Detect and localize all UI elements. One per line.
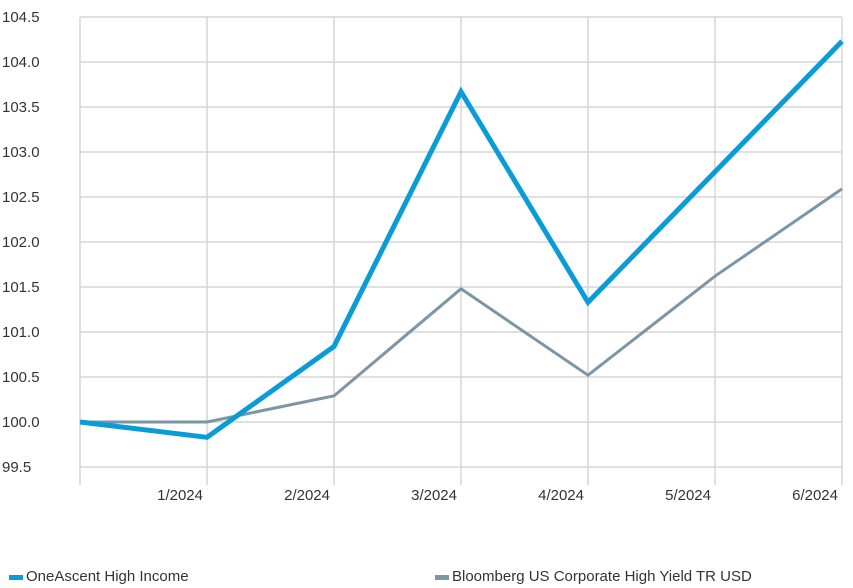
legend-label-bloomberg: Bloomberg US Corporate High Yield TR USD	[452, 568, 752, 585]
series-lines	[79, 39, 844, 440]
y-tick-label: 103.0	[2, 144, 40, 161]
y-axis: 99.5 100.0 100.5 101.0 101.5 102.0 102.5 103.0 1…	[2, 9, 40, 476]
x-tick-label: 5/2024	[665, 487, 711, 504]
series-line-bloomberg	[80, 187, 843, 424]
legend-label-oneascent: OneAscent High Income	[26, 568, 189, 585]
y-tick-label: 101.0	[2, 324, 40, 341]
x-axis: 1/2024 2/2024 3/2024 4/2024 5/2024 6/2024	[157, 487, 838, 504]
legend-item-bloomberg: Bloomberg US Corporate High Yield TR USD	[435, 568, 752, 586]
legend-swatch-oneascent	[9, 574, 23, 580]
series-line-oneascent	[79, 39, 844, 440]
x-tick-label: 6/2024	[792, 487, 838, 504]
legend-item-oneascent: OneAscent High Income	[9, 568, 189, 586]
legend-swatch-bloomberg	[435, 574, 449, 580]
x-tick-label: 2/2024	[284, 487, 330, 504]
y-tick-label: 100.0	[2, 414, 40, 431]
y-tick-label: 102.5	[2, 189, 40, 206]
y-tick-label: 103.5	[2, 99, 40, 116]
y-tick-label: 99.5	[2, 459, 31, 476]
y-tick-label: 102.0	[2, 234, 40, 251]
x-tick-label: 1/2024	[157, 487, 203, 504]
x-tick-label: 4/2024	[538, 487, 584, 504]
y-tick-label: 100.5	[2, 369, 40, 386]
x-tick-label: 3/2024	[411, 487, 457, 504]
line-chart: 99.5 100.0 100.5 101.0 101.5 102.0 102.5 103.0 1…	[2, 9, 844, 504]
y-tick-label: 104.0	[2, 54, 40, 71]
y-tick-label: 104.5	[2, 9, 40, 26]
y-tick-label: 101.5	[2, 279, 40, 296]
